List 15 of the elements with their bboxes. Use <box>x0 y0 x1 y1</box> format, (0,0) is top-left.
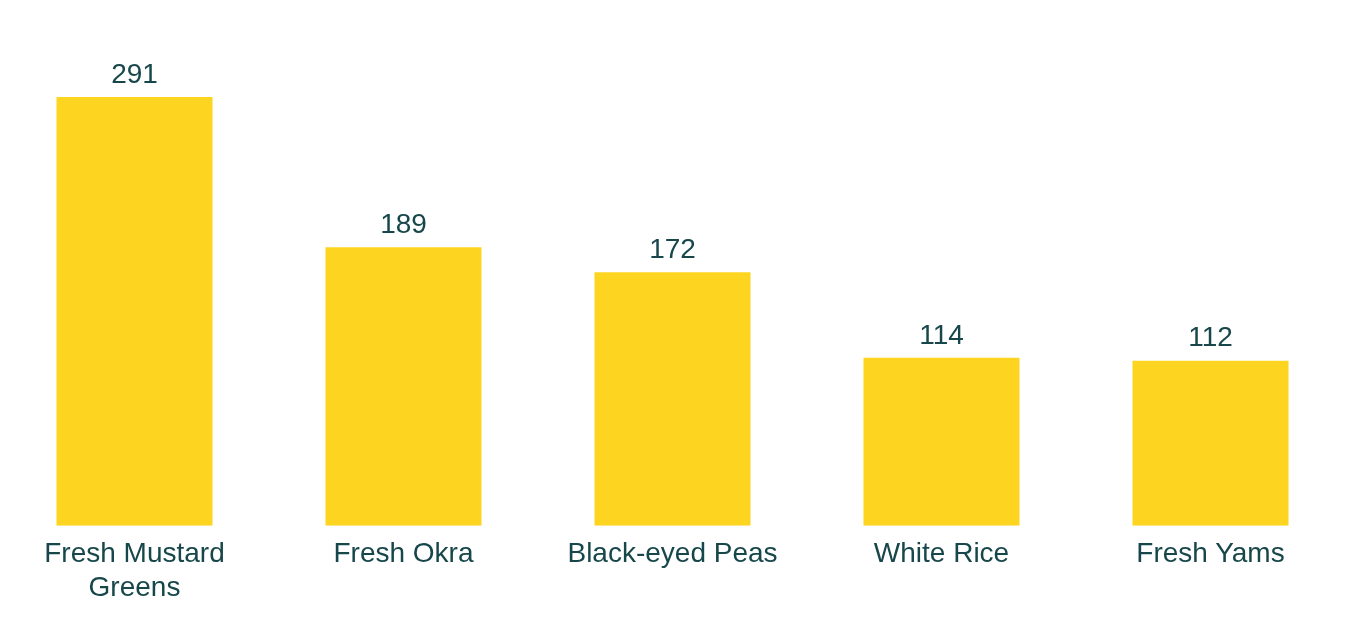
x-tick-label: White Rice <box>873 537 1010 569</box>
data-label: 172 <box>649 233 696 265</box>
data-label: 112 <box>1188 321 1233 353</box>
data-label: 189 <box>380 207 427 239</box>
bar <box>594 272 751 526</box>
x-tick-label: Fresh Mustard Greens <box>44 537 225 602</box>
x-tick-label: Fresh Okra <box>333 537 474 569</box>
bar <box>56 96 213 526</box>
bar <box>325 247 482 526</box>
data-label: 291 <box>111 57 158 89</box>
x-tick-label: Black-eyed Peas <box>567 537 778 569</box>
data-label: 114 <box>919 318 964 350</box>
bar <box>1132 360 1289 526</box>
bar <box>863 357 1020 526</box>
x-tick-label: Fresh Yams <box>1136 537 1285 569</box>
